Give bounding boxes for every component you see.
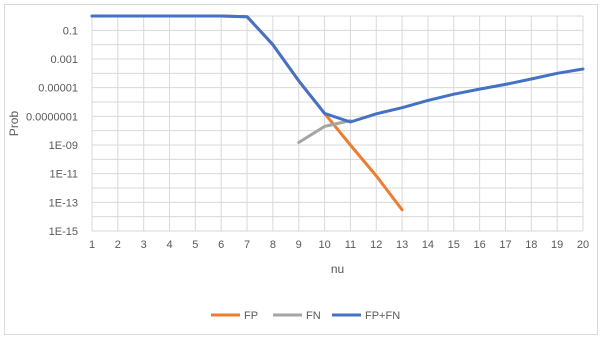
x-tick-label: 6 [218, 239, 224, 251]
x-tick-label: 10 [318, 239, 330, 251]
x-tick-label: 20 [577, 239, 589, 251]
x-tick-label: 8 [270, 239, 276, 251]
series-lines [90, 14, 585, 212]
series-line-fn [297, 119, 352, 144]
x-tick-label: 4 [166, 239, 172, 251]
legend-label: FP [244, 310, 258, 322]
y-tick-label: 1E-13 [49, 197, 78, 209]
x-tick-label: 19 [551, 239, 563, 251]
x-tick-label: 11 [345, 239, 356, 251]
x-tick-label: 18 [525, 239, 537, 251]
legend-label: FP+FN [365, 310, 400, 322]
x-tick-label: 14 [422, 239, 434, 251]
x-tick-label: 2 [115, 239, 121, 251]
x-tick-label: 16 [474, 239, 486, 251]
y-tick-label: 0.001 [50, 54, 78, 66]
x-axis-title: nu [331, 262, 344, 276]
x-tick-label: 5 [192, 239, 198, 251]
x-tick-label: 12 [370, 239, 382, 251]
y-tick-label: 1E-09 [49, 140, 78, 152]
x-tick-label: 15 [448, 239, 460, 251]
legend-label: FN [306, 310, 321, 322]
legend: FP FN FP+FN [211, 310, 400, 322]
x-tick-label: 3 [141, 239, 147, 251]
x-tick-label: 13 [396, 239, 408, 251]
y-tick-label: 1E-15 [49, 226, 78, 238]
y-axis-title: Prob [7, 111, 21, 137]
x-tick-label: 7 [244, 239, 250, 251]
y-tick-label: 0.1 [63, 25, 78, 37]
y-tick-label: 0.00001 [38, 83, 78, 95]
series-line-fp-plus-fn [90, 14, 585, 124]
gridlines [91, 15, 584, 232]
y-tick-labels: 1E-15 1E-13 1E-11 1E-09 0.0000001 0.00001 0.00… [26, 25, 78, 238]
x-tick-label: 1 [89, 239, 95, 251]
y-tick-label: 1E-11 [49, 169, 78, 181]
y-tick-label: 0.0000001 [26, 111, 78, 123]
x-tick-label: 17 [499, 239, 511, 251]
x-tick-labels: 1 2 3 4 5 6 7 8 9 10 11 12 13 14 15 16 17 18 19 20 [89, 239, 589, 251]
x-tick-label: 9 [296, 239, 302, 251]
